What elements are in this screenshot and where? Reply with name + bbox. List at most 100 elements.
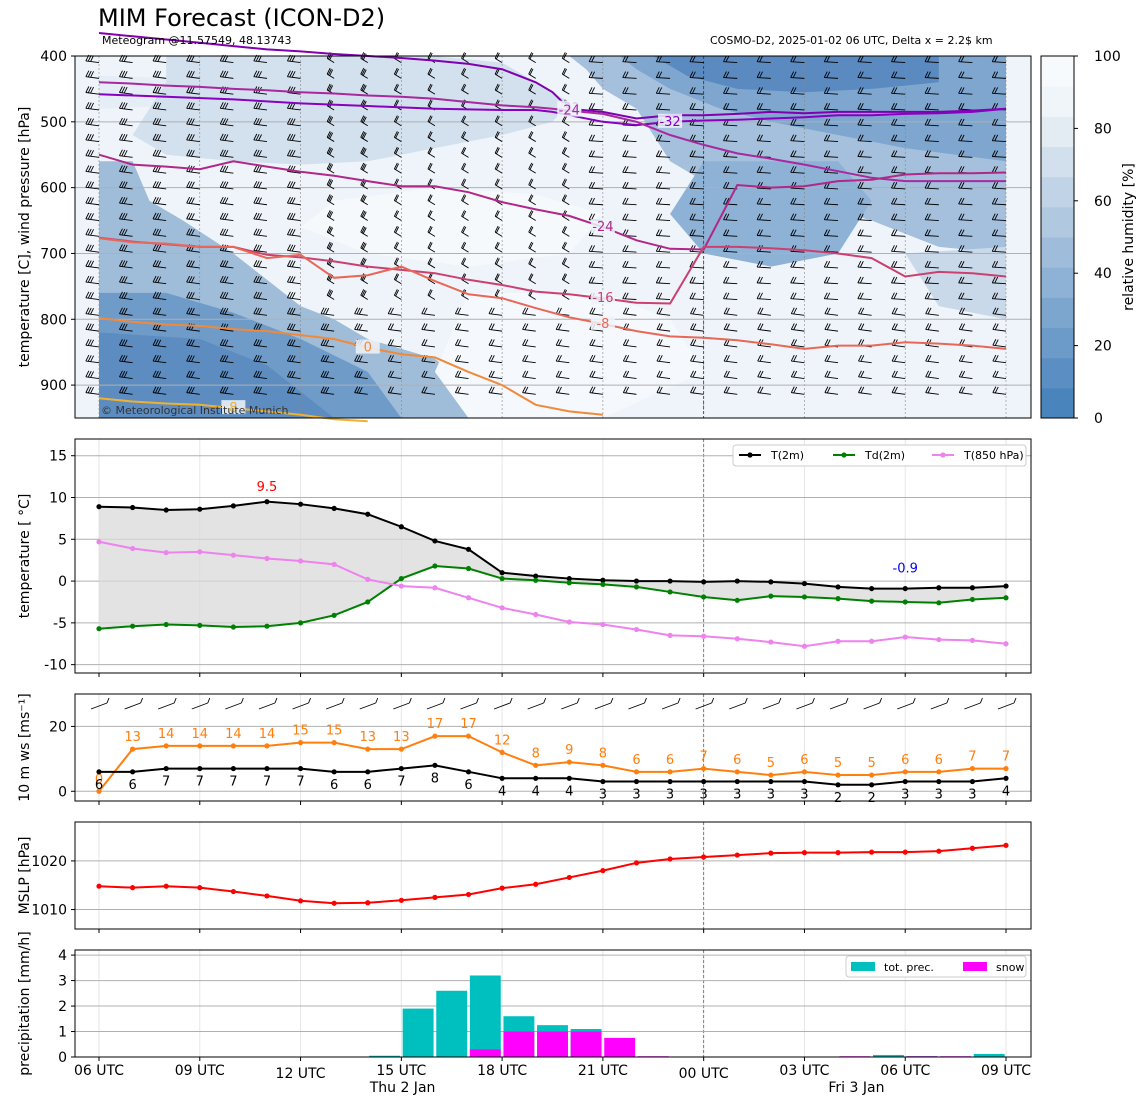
wind-series-point: [633, 778, 640, 785]
wind-barb-flag: [927, 245, 931, 252]
wind-barb-flag: [656, 307, 661, 314]
wind-barb-flag: [224, 134, 229, 141]
wind-series-line: [98, 735, 1006, 792]
wind-barb-flag: [462, 195, 467, 202]
series-point: [701, 633, 707, 639]
wind-barb-flag: [423, 370, 428, 378]
wind-barb: [253, 376, 268, 379]
wind-barb: [689, 108, 704, 111]
wind-barb-flag: [725, 55, 730, 63]
wind-barb-flag: [157, 71, 162, 78]
wind-barb-flag: [893, 229, 898, 236]
wind-barb-flag: [655, 213, 660, 220]
wind-barb-flag: [90, 86, 94, 94]
wind-barb-flag: [958, 118, 963, 126]
wind-barb-flag: [461, 115, 465, 122]
temperature-frame: [74, 438, 1032, 674]
wind-value-label: 5: [834, 756, 842, 771]
wind-barb-flag: [528, 52, 533, 59]
wind-barb-flag: [219, 386, 224, 393]
wind-barb: [757, 140, 771, 143]
wind-barb-flag: [692, 386, 697, 394]
wind-barb-flag: [219, 370, 224, 378]
wind-barb-flag: [859, 245, 864, 252]
wind-barb-flag: [119, 133, 123, 141]
wind-barb-flag: [790, 118, 795, 126]
wind-barb: [622, 171, 637, 174]
wind-barb: [119, 281, 133, 285]
wind-barb-flag: [859, 229, 864, 236]
wind-barb: [220, 155, 234, 158]
surface-wind-barb-flag: [912, 697, 916, 704]
wind-barb-flag: [588, 276, 593, 284]
wind-barb-flag: [390, 307, 394, 315]
wind-series-point: [96, 788, 102, 794]
wind-barb: [924, 266, 939, 269]
wind-barb-flag: [655, 229, 660, 236]
wind-barb: [790, 298, 805, 300]
mslp-point: [465, 891, 472, 898]
upper-air-ytick-label: 900: [40, 378, 67, 394]
wind-barb: [656, 92, 671, 95]
wind-barb-flag: [154, 102, 159, 109]
wind-barb-flag: [255, 307, 260, 315]
wind-barb-flag: [219, 339, 224, 346]
wind-barb-flag: [658, 55, 663, 63]
series-point: [835, 584, 841, 590]
wind-value-label: 14: [259, 727, 276, 742]
wind-barb-flag: [589, 307, 594, 314]
wind-barb-flag: [622, 292, 627, 299]
wind-barb: [656, 313, 671, 316]
wind-barb: [589, 376, 603, 379]
wind-barb-flag: [119, 70, 123, 77]
wind-barb-flag: [291, 371, 296, 378]
wind-barb-flag: [991, 292, 996, 299]
wind-barb-flag: [495, 163, 500, 170]
wind-barb: [186, 107, 200, 111]
wind-barb-flag: [759, 150, 763, 157]
wind-barb-flag: [960, 134, 965, 142]
wind-barb: [85, 107, 100, 111]
wind-barb-flag: [958, 386, 963, 393]
wind-barb-flag: [222, 370, 226, 378]
wind-series-point: [667, 778, 673, 785]
wind-barb-flag: [454, 307, 459, 314]
wind-barb-flag: [893, 245, 898, 252]
wind-barb-flag: [461, 178, 465, 185]
wind-barb-flag: [994, 323, 999, 330]
wind-barb-flag: [154, 197, 159, 204]
wind-barb: [253, 344, 268, 348]
wind-barb: [656, 203, 671, 206]
wind-barb-flag: [393, 273, 398, 280]
wind-barb-flag: [90, 387, 94, 394]
wind-barb-flag: [286, 307, 291, 314]
wind-barb-flag: [157, 260, 162, 268]
wind-barb-flag: [152, 70, 157, 77]
wind-barb-flag: [224, 308, 229, 315]
series-point: [331, 612, 337, 618]
wind-barb-flag: [289, 291, 294, 299]
wind-barb: [723, 140, 738, 143]
upper-air-ytick-label: 500: [40, 115, 67, 131]
wind-barb: [85, 171, 100, 174]
wind-barb-flag: [119, 165, 123, 172]
wind-barb-flag: [188, 339, 193, 346]
wind-barb-flag: [190, 134, 195, 141]
wind-barb-flag: [428, 210, 433, 218]
wind-barb-flag: [454, 354, 459, 362]
wind-barb: [522, 313, 536, 316]
wind-barb-flag: [462, 68, 467, 76]
wind-barb-flag: [494, 146, 499, 154]
series-point: [264, 499, 270, 505]
wind-barb-flag: [326, 67, 331, 75]
wind-barb: [119, 202, 133, 206]
wind-barb-flag: [591, 166, 595, 173]
wind-barb-flag: [994, 197, 999, 205]
wind-barb-flag: [558, 323, 562, 330]
colorbar-frame: [1040, 55, 1075, 419]
series-point: [297, 501, 304, 507]
wind-barb-flag: [119, 244, 123, 251]
wind-barb-flag: [224, 260, 229, 268]
wind-barb-flag: [529, 131, 534, 139]
wind-barb: [723, 171, 738, 174]
